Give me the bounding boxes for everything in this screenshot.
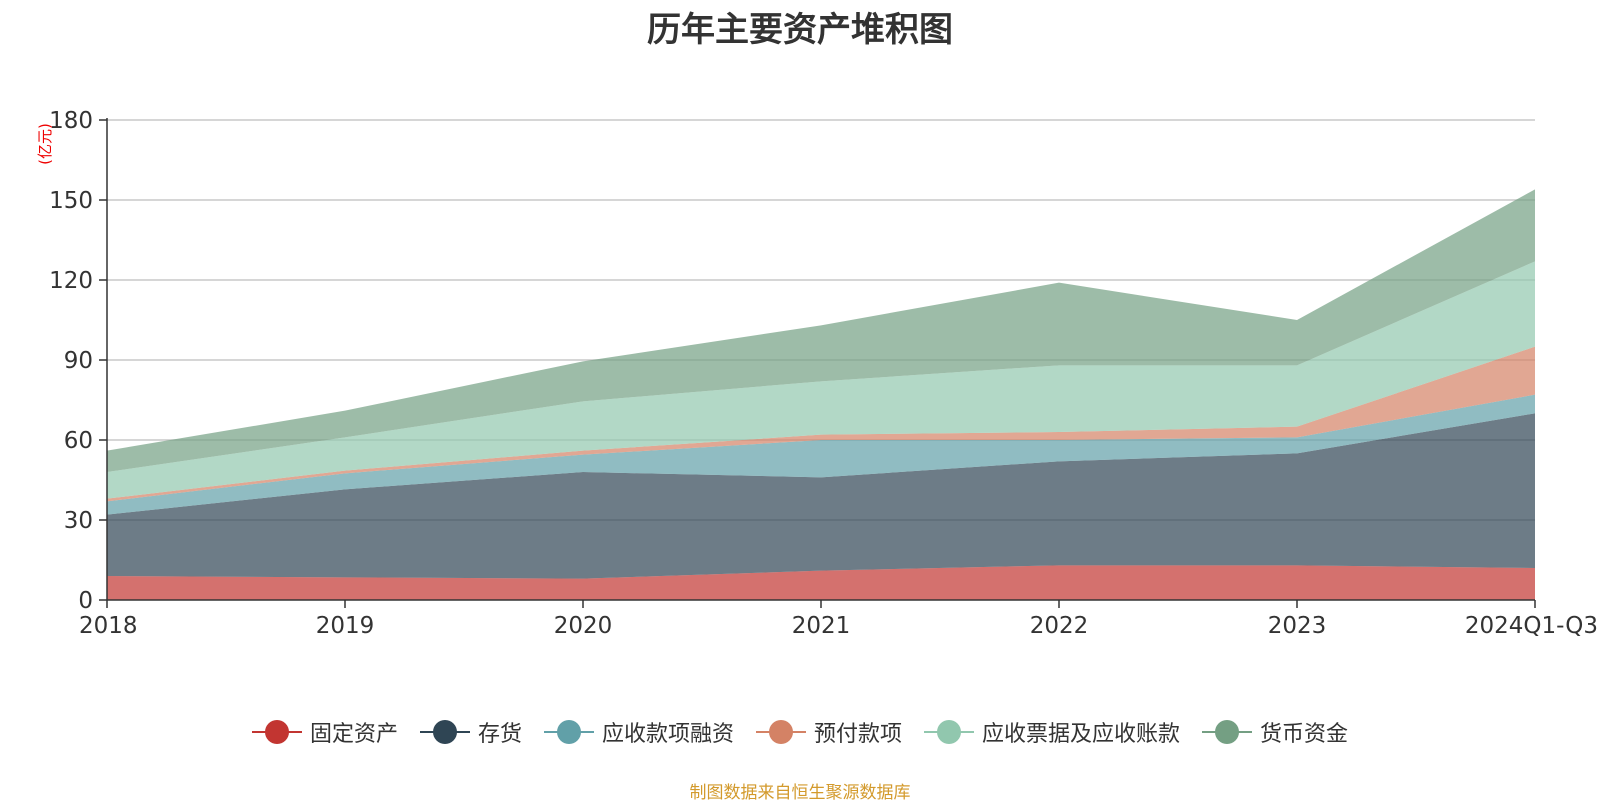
legend-item[interactable]: 应收票据及应收账款: [924, 716, 1180, 748]
legend-item[interactable]: 预付款项: [756, 716, 902, 748]
legend-item[interactable]: 存货: [419, 716, 522, 748]
source-note: 制图数据来自恒生聚源数据库: [689, 783, 911, 803]
legend-label: 固定资产: [309, 722, 398, 747]
area-series: [107, 413, 1535, 579]
legend-label: 应收款项融资: [601, 722, 734, 747]
x-tick-label: 2020: [554, 613, 613, 639]
legend-marker-icon: [924, 719, 975, 745]
legend-marker-icon: [419, 719, 470, 745]
x-tick-label: 2019: [316, 613, 375, 639]
legend-label: 应收票据及应收账款: [982, 722, 1181, 747]
area-layer: [107, 189, 1535, 600]
area-series: [107, 394, 1535, 515]
x-tick-label: 2024Q1-Q3: [1465, 613, 1598, 639]
y-axis-unit-label: (亿元): [36, 123, 54, 165]
area-series: [107, 261, 1535, 499]
y-tick-label: 180: [49, 108, 93, 134]
axis-layer: 0 30 60 90 120 150 180 2018 2019 2020 2021 2022 2023…: [49, 108, 1598, 639]
y-tick-label: 30: [64, 508, 93, 534]
legend: 固定资产 存货 应收款项融资 预付款项 应收票据及应收账款 货币资金: [0, 716, 1600, 748]
legend-item[interactable]: 固定资产: [251, 716, 398, 748]
y-tick-label: 60: [64, 428, 93, 454]
x-tick-label: 2022: [1030, 613, 1089, 639]
legend-marker-icon: [543, 719, 594, 745]
legend-label: 存货: [477, 722, 522, 747]
y-tick-label: 90: [64, 348, 93, 374]
legend-marker-icon: [251, 719, 302, 745]
chart-title: 历年主要资产堆积图: [647, 10, 953, 50]
legend-item[interactable]: 应收款项融资: [543, 716, 734, 748]
legend-item[interactable]: 货币资金: [1202, 716, 1348, 748]
area-series: [107, 346, 1535, 502]
area-series: [107, 565, 1535, 600]
legend-marker-icon: [756, 719, 806, 745]
legend-label: 货币资金: [1260, 722, 1349, 747]
y-tick-label: 0: [78, 588, 93, 614]
legend-marker-icon: [1202, 719, 1253, 745]
chart-canvas: 0 30 60 90 120 150 180 2018 2019 2020 2021 2022 2023…: [36, 108, 1598, 639]
x-tick-label: 2023: [1268, 613, 1327, 639]
x-tick-label: 2021: [792, 613, 851, 639]
y-tick-label: 120: [49, 268, 93, 294]
area-series: [107, 189, 1535, 473]
legend-label: 预付款项: [814, 722, 903, 747]
y-tick-label: 150: [49, 188, 93, 214]
x-tick-label: 2018: [79, 613, 138, 639]
